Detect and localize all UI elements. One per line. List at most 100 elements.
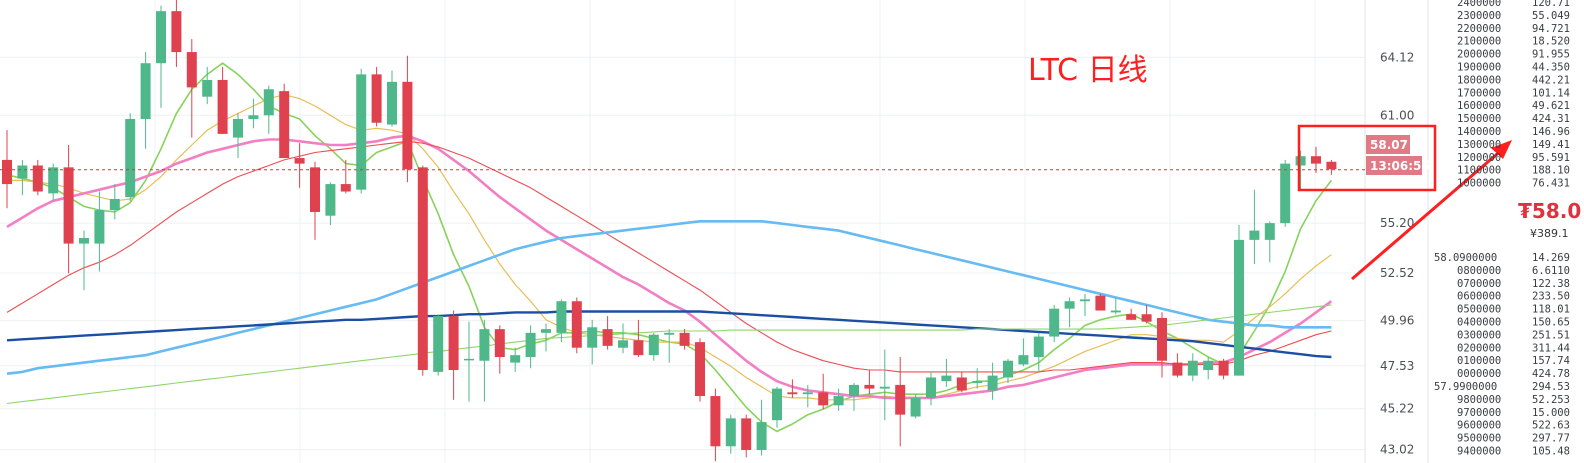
ask-price: 1300000 (1457, 139, 1501, 151)
candle (156, 5, 166, 108)
candle (648, 332, 659, 361)
candle (417, 165, 428, 376)
y-tick-label: 52.52 (1380, 266, 1414, 280)
ask-amount: 94.721 (1532, 23, 1570, 35)
candle (956, 371, 967, 393)
candle-body (1003, 360, 1013, 378)
candle-body (279, 91, 290, 159)
annotation-arrow-line (1351, 146, 1505, 281)
candle-body (79, 238, 89, 244)
ask-price: 1400000 (1457, 126, 1501, 138)
candle-body (1095, 295, 1106, 311)
ask-amount: 49.621 (1532, 100, 1570, 112)
bid-amount: 294.53 (1532, 381, 1570, 393)
ask-price: 2400000 (1457, 0, 1501, 9)
ask-amount: 442.21 (1532, 74, 1570, 86)
candle-body (248, 115, 259, 120)
candle-body (233, 119, 243, 138)
bid-amount: 15.000 (1532, 407, 1570, 419)
ask-amount: 55.049 (1532, 10, 1570, 22)
candle-body (325, 184, 336, 216)
candle-body (926, 377, 936, 398)
candle (679, 329, 690, 350)
ma-line-ma_pink (6, 134, 1333, 400)
candle (17, 159, 28, 196)
bid-price: 0100000 (1457, 355, 1501, 367)
candle (695, 338, 705, 402)
candle-body (571, 301, 582, 348)
bid-amount: 118.01 (1532, 304, 1570, 316)
bid-price: 0000000 (1457, 368, 1501, 380)
candle (217, 66, 228, 134)
candle-body (695, 342, 705, 397)
bid-price: 9600000 (1457, 420, 1501, 432)
candle (202, 66, 213, 105)
ma-line-ma_blue (6, 220, 1332, 375)
candle (464, 321, 474, 402)
candle (494, 325, 505, 374)
ma-line-ma_red (6, 140, 1332, 373)
bid-amount: 105.48 (1532, 446, 1570, 458)
candle (79, 230, 89, 291)
last-price-badge-text: 58.07 (1370, 138, 1408, 152)
candle-body (910, 397, 921, 417)
candle (186, 39, 197, 138)
candle (710, 388, 721, 462)
candle (587, 319, 598, 365)
ma-line-ma_navy (6, 310, 1332, 359)
candle (109, 184, 120, 220)
candle (402, 55, 413, 183)
candle (310, 161, 320, 240)
candle-body (63, 167, 74, 244)
ask-amount: 44.350 (1532, 62, 1570, 74)
candle-body (664, 332, 675, 335)
candle-body (217, 79, 228, 134)
candle-body (294, 158, 305, 164)
candle (356, 68, 367, 194)
candle (325, 182, 336, 225)
ask-price: 1200000 (1457, 152, 1501, 164)
candle (263, 85, 274, 134)
y-tick-label: 47.53 (1380, 359, 1414, 373)
candle-body (356, 74, 367, 190)
candle-body (941, 375, 952, 382)
candle-body (618, 340, 628, 348)
chart-title: LTC 日线 (1028, 53, 1148, 88)
ask-price: 1800000 (1457, 74, 1501, 86)
candle-body (895, 384, 906, 415)
candle (741, 414, 752, 458)
candle-body (171, 11, 182, 53)
candle (818, 373, 829, 410)
ask-price: 1000000 (1457, 178, 1501, 190)
candle-body (1264, 223, 1275, 240)
bid-amount: 150.65 (1532, 317, 1570, 329)
countdown-badge (1366, 156, 1422, 175)
candle (248, 98, 259, 129)
candle (879, 349, 890, 421)
candle-body (263, 89, 274, 116)
candle-body (1172, 362, 1183, 376)
orderbook-asks: 2400000 120.71 2300000 55.049 2200000 94.721 2… (1457, 0, 1570, 190)
bid-amount: 297.77 (1532, 433, 1570, 445)
candle-body (464, 358, 474, 361)
ask-amount: 101.14 (1532, 87, 1570, 99)
price-axis-ticks: 64.12 61.00 55.20 52.52 49.96 47.53 45.22 43.02 (1380, 50, 1414, 456)
candle (664, 329, 675, 363)
bid-amount: 522.63 (1532, 420, 1570, 432)
candle (1033, 332, 1044, 372)
candle-body (202, 79, 213, 97)
candle-body (1110, 310, 1121, 313)
y-tick-label: 55.20 (1380, 216, 1414, 230)
candle (941, 358, 952, 387)
candle-body (310, 167, 320, 212)
candle-body (448, 316, 459, 371)
ask-amount: 76.431 (1532, 178, 1570, 190)
candle (910, 394, 921, 419)
y-tick-label: 49.96 (1380, 314, 1414, 328)
candle (926, 371, 936, 406)
countdown-badge-text: 13:06:55 (1370, 159, 1430, 173)
candle (895, 357, 906, 447)
candle (972, 368, 983, 389)
candle-body (1049, 308, 1060, 337)
candle (802, 384, 813, 408)
